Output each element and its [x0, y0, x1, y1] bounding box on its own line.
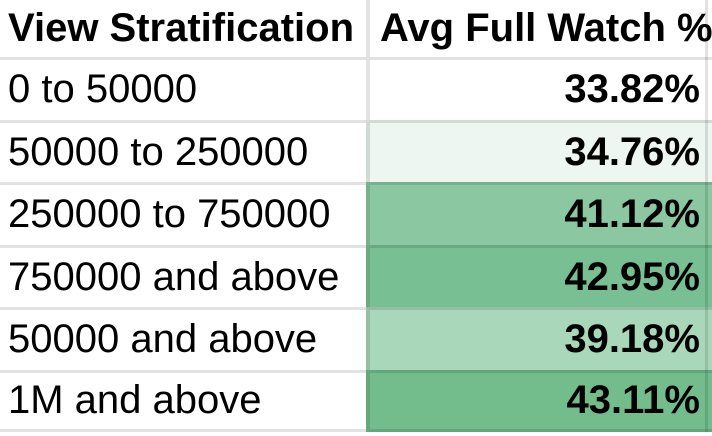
- label-cell-50000-to-250000[interactable]: 50000 to 250000: [0, 119, 366, 182]
- value-cell-1m-and-above[interactable]: 43.11%: [366, 369, 712, 432]
- label-cell-250000-to-750000[interactable]: 250000 to 750000: [0, 182, 366, 245]
- value-cell-0-to-50000[interactable]: 33.82%: [366, 57, 712, 122]
- label-cell-50000-and-above[interactable]: 50000 and above: [0, 307, 366, 370]
- column-header-view-stratification[interactable]: View Stratification: [0, 0, 366, 57]
- value-cell-250000-to-750000[interactable]: 41.12%: [366, 182, 712, 247]
- value-cell-50000-to-250000[interactable]: 34.76%: [366, 119, 712, 185]
- label-cell-1m-and-above[interactable]: 1M and above: [0, 369, 366, 432]
- value-cell-50000-and-above[interactable]: 39.18%: [366, 307, 712, 372]
- value-cell-750000-and-above[interactable]: 42.95%: [366, 244, 712, 310]
- column-header-avg-full-watch[interactable]: Avg Full Watch %: [366, 0, 712, 60]
- label-cell-0-to-50000[interactable]: 0 to 50000: [0, 57, 366, 120]
- label-cell-750000-and-above[interactable]: 750000 and above: [0, 244, 366, 307]
